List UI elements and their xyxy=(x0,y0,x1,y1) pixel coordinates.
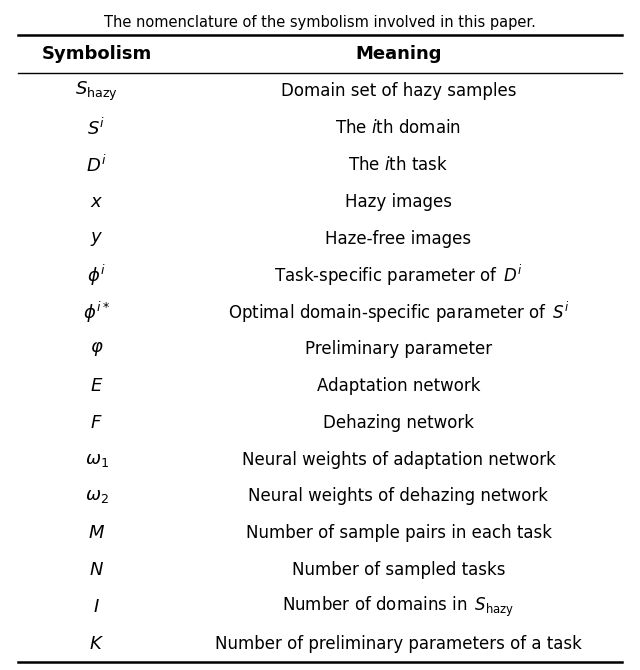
Text: The $i$th domain: The $i$th domain xyxy=(335,119,461,137)
Text: $S^{i}$: $S^{i}$ xyxy=(88,118,106,139)
Text: $E$: $E$ xyxy=(90,377,103,395)
Text: Number of sampled tasks: Number of sampled tasks xyxy=(292,561,505,579)
Text: Domain set of hazy samples: Domain set of hazy samples xyxy=(281,82,516,100)
Text: The $i$th task: The $i$th task xyxy=(348,156,449,174)
Text: $D^{i}$: $D^{i}$ xyxy=(86,154,107,176)
Text: Task-specific parameter of $\,D^{i}$: Task-specific parameter of $\,D^{i}$ xyxy=(274,263,523,288)
Text: Meaning: Meaning xyxy=(355,45,442,63)
Text: $\varphi$: $\varphi$ xyxy=(90,340,103,358)
Text: $\omega_{1}$: $\omega_{1}$ xyxy=(84,450,108,468)
Text: Hazy images: Hazy images xyxy=(345,193,452,211)
Text: $S_{\mathrm{hazy}}$: $S_{\mathrm{hazy}}$ xyxy=(75,80,118,103)
Text: $N$: $N$ xyxy=(89,561,104,579)
Text: Number of domains in $\,S_{\mathrm{hazy}}$: Number of domains in $\,S_{\mathrm{hazy}… xyxy=(282,595,515,619)
Text: Preliminary parameter: Preliminary parameter xyxy=(305,340,492,358)
Text: Neural weights of dehazing network: Neural weights of dehazing network xyxy=(248,487,548,505)
Text: $\phi^{i}$: $\phi^{i}$ xyxy=(87,263,106,288)
Text: Number of sample pairs in each task: Number of sample pairs in each task xyxy=(246,524,552,542)
Text: $K$: $K$ xyxy=(89,634,104,653)
Text: Number of preliminary parameters of a task: Number of preliminary parameters of a ta… xyxy=(215,634,582,653)
Text: Dehazing network: Dehazing network xyxy=(323,413,474,431)
Text: Neural weights of adaptation network: Neural weights of adaptation network xyxy=(241,450,556,468)
Text: The nomenclature of the symbolism involved in this paper.: The nomenclature of the symbolism involv… xyxy=(104,15,536,30)
Text: $\phi^{i*}$: $\phi^{i*}$ xyxy=(83,299,110,325)
Text: $\omega_{2}$: $\omega_{2}$ xyxy=(84,487,108,505)
Text: $x$: $x$ xyxy=(90,193,103,211)
Text: $M$: $M$ xyxy=(88,524,105,542)
Text: Symbolism: Symbolism xyxy=(42,45,152,63)
Text: Adaptation network: Adaptation network xyxy=(317,377,480,395)
Text: Haze-free images: Haze-free images xyxy=(325,230,472,248)
Text: $I$: $I$ xyxy=(93,598,100,616)
Text: $y$: $y$ xyxy=(90,230,103,248)
Text: $F$: $F$ xyxy=(90,413,103,431)
Text: Optimal domain-specific parameter of $\,S^{i}$: Optimal domain-specific parameter of $\,… xyxy=(228,299,569,325)
